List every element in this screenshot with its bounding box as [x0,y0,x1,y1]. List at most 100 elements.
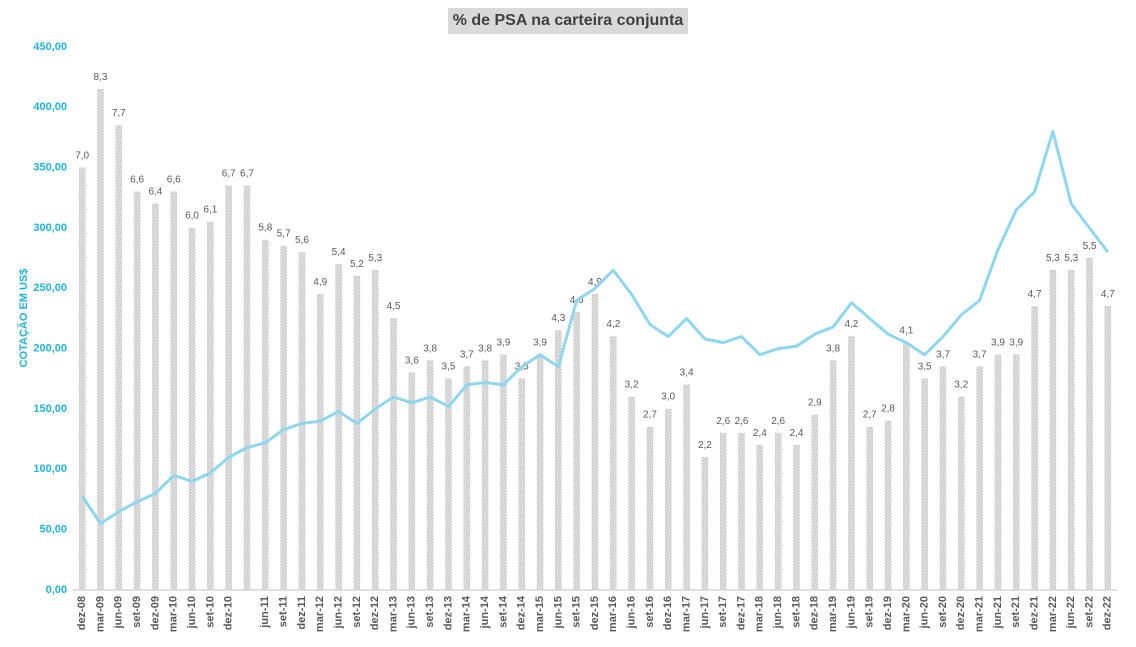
x-tick-label: mar-10 [168,596,180,632]
bar [994,354,1002,591]
data-label: 6,7 [240,168,254,179]
bar [262,239,269,591]
bar [1013,354,1020,591]
data-label: 3,5 [442,361,456,372]
x-tick-label: mar-18 [754,596,766,632]
bar [298,251,306,591]
x-tick-label: set-16 [644,596,656,628]
data-label: 4,7 [1101,289,1115,300]
bar [976,366,983,591]
x-tick-label: dez-12 [369,596,381,630]
x-tick-label: jun-12 [332,596,344,629]
x-tick-label: set-09 [131,596,143,628]
bar [555,330,562,591]
bar [97,88,104,591]
x-tick-label: jun-14 [479,595,491,629]
x-tick-label: dez-09 [149,596,161,630]
data-label: 5,5 [1083,241,1097,252]
data-label: 5,8 [258,223,272,234]
data-label: 3,8 [423,343,437,354]
x-tick-label: set-10 [204,596,216,628]
bar [170,191,177,591]
bar [738,432,745,591]
data-label: 2,2 [698,440,712,451]
bar [610,336,617,591]
x-tick-label: jun-22 [1065,596,1077,629]
y-tick-label: 250,00 [33,282,67,294]
data-label: 3,2 [625,380,639,391]
bar [78,167,86,591]
data-label: 2,6 [735,416,749,427]
x-tick-label: jun-20 [919,596,931,629]
y-tick-label: 350,00 [33,162,67,174]
y-tick-label: 400,00 [33,101,67,113]
x-tick-label: mar-14 [461,595,473,632]
x-tick-label: dez-20 [955,596,967,630]
data-label: 5,3 [368,253,382,264]
bar [628,396,635,591]
x-tick-label: dez-19 [882,596,894,630]
y-tick-label: 300,00 [33,222,67,234]
bar [793,444,800,591]
bar [1049,269,1057,591]
line [80,129,1110,526]
bar [884,420,892,591]
x-tick-label: set-11 [278,596,290,627]
bar [133,191,141,591]
x-tick-label: dez-18 [809,596,821,630]
bar [207,221,214,591]
x-tick-label: jun-13 [406,596,418,629]
x-tick-label: set-18 [790,596,802,628]
bar [921,378,928,591]
bar [591,294,599,591]
x-tick-label: set-15 [571,596,583,628]
data-label: 5,6 [295,235,309,246]
data-label: 2,6 [716,416,730,427]
x-tick-label: dez-21 [1028,596,1040,630]
data-label: 3,5 [918,361,932,372]
bar [683,384,690,591]
data-label: 4,2 [844,319,858,330]
bar [481,360,489,591]
y-tick-label: 450,00 [33,41,67,53]
data-label: 3,8 [478,343,492,354]
data-label: 4,9 [588,277,602,288]
data-label: 6,7 [222,168,236,179]
x-tick-label: jun-18 [772,596,784,629]
data-label: 4,5 [387,301,401,312]
data-label: 3,9 [533,337,547,348]
data-label: 5,4 [332,247,346,258]
data-label: 6,6 [130,174,144,185]
bar [829,360,837,591]
bar [848,336,855,591]
x-tick-label: mar-15 [534,596,546,632]
data-label: 2,7 [863,410,877,421]
y-tick-label: 100,00 [33,463,67,475]
x-tick-label: mar-20 [900,596,912,632]
y-tick-label: 150,00 [33,403,67,415]
data-label: 7,7 [112,108,126,119]
x-tick-label: dez-14 [516,595,528,630]
data-label: 6,4 [148,187,162,198]
x-tick-label: set-21 [1010,596,1022,628]
y-tick-label: 0,00 [46,584,67,596]
bar [903,342,910,591]
bar [408,372,416,591]
bar [811,414,819,591]
x-tick-label: jun-15 [552,596,564,629]
data-label: 6,1 [203,205,217,216]
bar [665,408,672,591]
bar [1067,269,1075,591]
x-tick-label: dez-08 [76,596,88,630]
chart-title: % de PSA na carteira conjunta [453,12,684,29]
x-tick-label: dez-11 [296,596,308,630]
bar [958,396,965,591]
x-tick-label: mar-17 [680,596,692,632]
data-label: 4,2 [606,319,620,330]
x-tick-label: jun-09 [113,596,125,629]
bar [188,227,196,591]
bar [646,426,654,591]
x-tick-label: set-13 [424,596,436,628]
x-tick-label: jun-17 [699,596,711,629]
x-tick-label: dez-16 [662,596,674,630]
